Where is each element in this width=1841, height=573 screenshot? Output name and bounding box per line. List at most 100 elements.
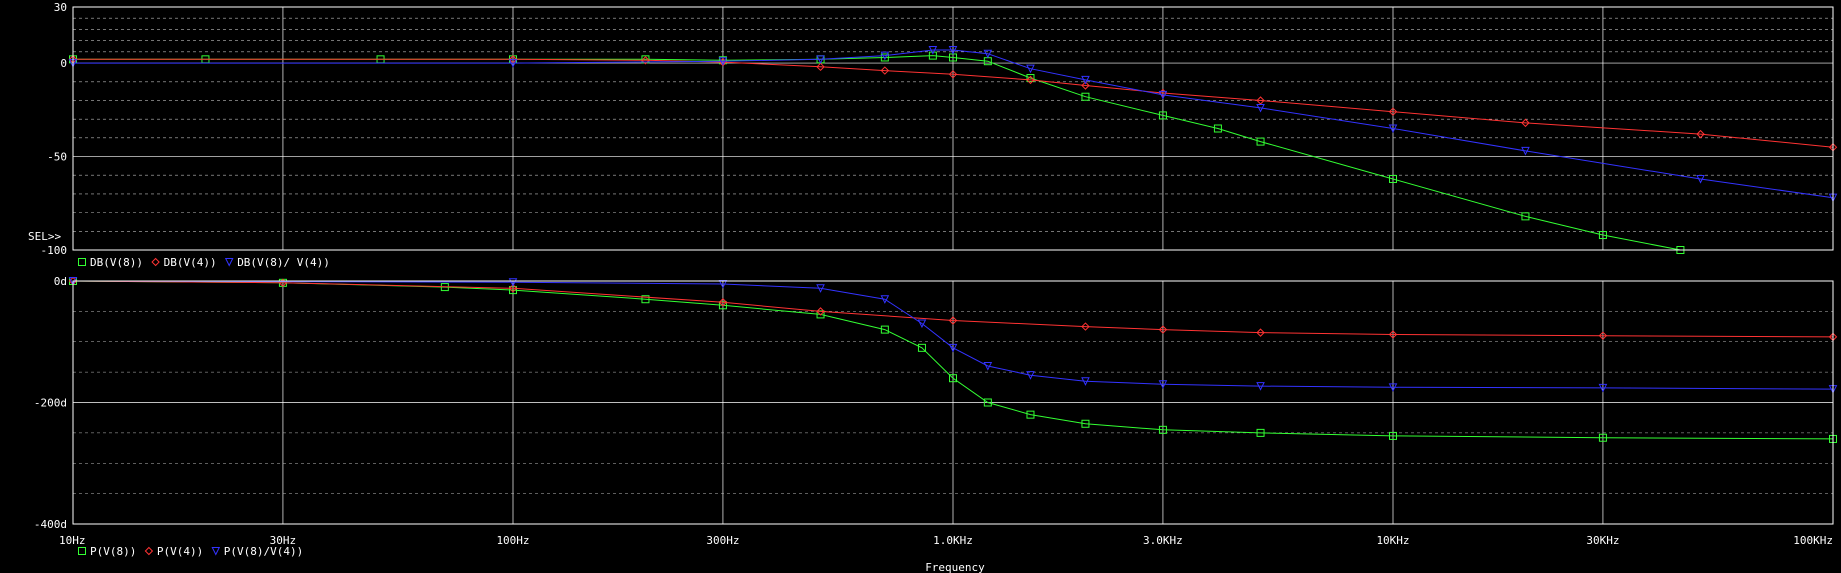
- x-tick-label: 30KHz: [1586, 534, 1619, 547]
- phase-data-point: [1388, 383, 1398, 392]
- phase-data-point: [508, 278, 518, 287]
- magnitude-data-point: [928, 51, 937, 60]
- magnitude-series-line: [73, 49, 1833, 199]
- phase-data-point: [917, 343, 926, 352]
- x-tick-label: 100KHz: [1793, 534, 1833, 547]
- magnitude-data-point: [508, 59, 518, 68]
- magnitude-data-point: [983, 49, 993, 59]
- phase-data-point: [1256, 328, 1265, 337]
- legend-label: P(V(8)): [90, 545, 136, 558]
- legend-marker-icon: [224, 258, 234, 267]
- magnitude-data-point: [880, 51, 890, 61]
- phase-data-point: [880, 295, 890, 304]
- phase-data-point: [1256, 428, 1265, 437]
- magnitude-data-point: [1026, 74, 1035, 83]
- x-axis-title: Frequency: [925, 561, 985, 573]
- selected-plot-indicator: SEL>>: [28, 230, 61, 243]
- y-tick-label: 0d: [54, 275, 67, 288]
- magnitude-data-point: [816, 55, 825, 64]
- magnitude-data-point: [1158, 111, 1167, 120]
- legend-label: DB(V(8)/ V(4)): [237, 256, 330, 269]
- magnitude-series-line: [73, 58, 1833, 148]
- phase-data-point: [816, 284, 825, 293]
- magnitude-data-point: [1598, 231, 1607, 240]
- magnitude-plot-frame: [72, 6, 1834, 251]
- phase-data-point: [1026, 410, 1035, 419]
- legend-label: P(V(4)): [157, 545, 203, 558]
- phase-data-point: [983, 362, 993, 371]
- y-tick-label: -400d: [34, 518, 67, 531]
- magnitude-data-point: [1388, 124, 1398, 134]
- phase-data-point: [1256, 382, 1265, 391]
- phase-data-point: [641, 295, 650, 304]
- phase-plot-frame: [72, 280, 1834, 525]
- magnitude-data-point: [1521, 118, 1530, 128]
- magnitude-data-point: [928, 45, 938, 55]
- x-tick-label: 10Hz: [59, 534, 86, 547]
- phase-data-point: [1158, 380, 1168, 389]
- phase-data-point: [983, 398, 992, 407]
- x-tick-label: 10KHz: [1376, 534, 1409, 547]
- magnitude-data-point: [1026, 75, 1035, 85]
- magnitude-data-point: [1521, 146, 1530, 156]
- phase-data-point: [1389, 431, 1397, 440]
- y-tick-label: -200d: [34, 397, 67, 410]
- legend-marker-icon: [151, 257, 160, 267]
- magnitude-data-point: [880, 53, 889, 62]
- phase-data-point: [1158, 325, 1168, 334]
- magnitude-y-axis: 30 0 -50 -100: [41, 1, 68, 257]
- legend-marker-icon: [78, 258, 86, 266]
- magnitude-data-point: [1213, 124, 1222, 133]
- phase-data-point: [1081, 377, 1090, 386]
- x-tick-label: 300Hz: [706, 534, 739, 547]
- magnitude-data-point: [1521, 212, 1530, 221]
- magnitude-data-point: [1081, 92, 1090, 101]
- x-tick-label: 30Hz: [270, 534, 297, 547]
- x-tick-label: 3.0KHz: [1143, 534, 1183, 547]
- phase-data-point: [917, 319, 927, 329]
- legend-label: DB(V(4)): [164, 256, 217, 269]
- magnitude-data-point: [880, 66, 890, 75]
- y-tick-label: -50: [47, 151, 67, 164]
- x-tick-label: 100Hz: [496, 534, 529, 547]
- phase-series: [68, 276, 1838, 443]
- magnitude-data-point: [641, 55, 650, 64]
- magnitude-data-point: [1388, 107, 1398, 116]
- phase-data-point: [948, 343, 958, 353]
- phase-data-point: [949, 374, 957, 383]
- magnitude-data-point: [1081, 75, 1090, 85]
- phase-data-point: [1598, 383, 1608, 393]
- y-tick-label: 30: [54, 1, 67, 14]
- magnitude-data-point: [1389, 174, 1397, 183]
- phase-series-line: [73, 281, 1833, 440]
- x-tick-label: 1.0KHz: [933, 534, 973, 547]
- phase-series-line: [73, 281, 1833, 390]
- y-tick-label: 0: [60, 57, 67, 70]
- magnitude-data-point: [641, 56, 650, 65]
- phase-data-point: [1026, 371, 1035, 380]
- phase-data-point: [718, 298, 728, 307]
- legend-marker-icon: [211, 547, 221, 556]
- magnitude-data-point: [1256, 137, 1265, 146]
- magnitude-series: [68, 45, 1838, 254]
- x-axis: 10Hz 30Hz 100Hz 300Hz 1.0KHz 3.0KHz 10KHz 30KHz…: [59, 534, 1833, 547]
- phase-data-point: [1388, 330, 1398, 339]
- magnitude-data-point: [948, 45, 958, 55]
- phase-series-line: [73, 281, 1833, 338]
- phase-data-point: [1158, 425, 1167, 434]
- magnitude-data-point: [1026, 64, 1035, 74]
- phase-y-axis: 0d -200d -400d: [34, 275, 67, 531]
- magnitude-data-point: [1158, 90, 1168, 100]
- magnitude-data-point: [1696, 174, 1705, 184]
- phase-data-point: [880, 325, 889, 334]
- phase-data-point: [718, 301, 727, 310]
- magnitude-data-point: [718, 57, 728, 66]
- magnitude-data-point: [816, 62, 825, 72]
- magnitude-data-point: [1256, 103, 1265, 113]
- legend-label: DB(V(8)): [90, 256, 143, 269]
- magnitude-data-point: [1696, 129, 1705, 139]
- phase-data-point: [816, 307, 825, 316]
- legend-marker-icon: [144, 546, 154, 556]
- magnitude-data-point: [1081, 81, 1090, 90]
